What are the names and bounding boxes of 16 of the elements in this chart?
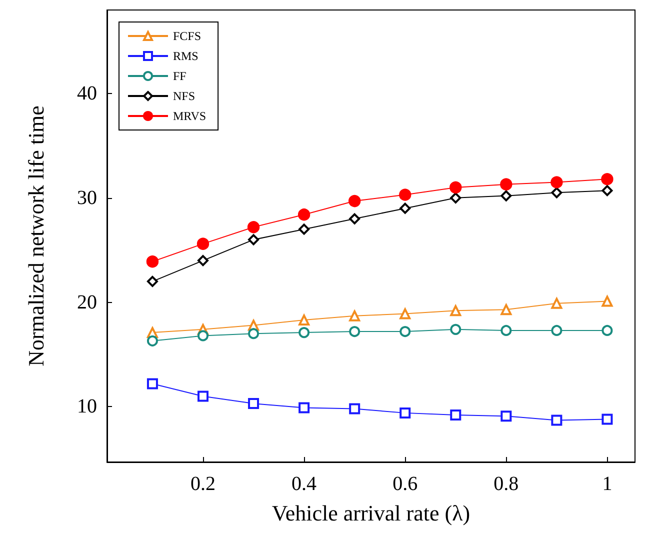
legend-label: FF [173,69,187,83]
legend-label: MRVS [173,109,206,123]
x-axis-title: Vehicle arrival rate (λ) [272,500,470,526]
legend-label: FCFS [173,29,202,43]
y-tick-label: 20 [77,291,97,314]
y-tick-label: 40 [77,82,97,105]
x-tick-label: 0.4 [292,473,317,495]
legend-label: NFS [173,89,196,103]
y-axis-title: Normalized network life time [24,106,48,366]
legend-label: RMS [173,49,198,63]
x-tick-label: 1 [602,473,612,495]
x-tick-label: 0.2 [190,473,216,495]
y-tick-label: 30 [77,186,97,209]
x-tick-label: 0.8 [494,473,519,495]
y-tick-label: 10 [77,396,97,418]
x-tick-label: 0.6 [392,473,418,495]
